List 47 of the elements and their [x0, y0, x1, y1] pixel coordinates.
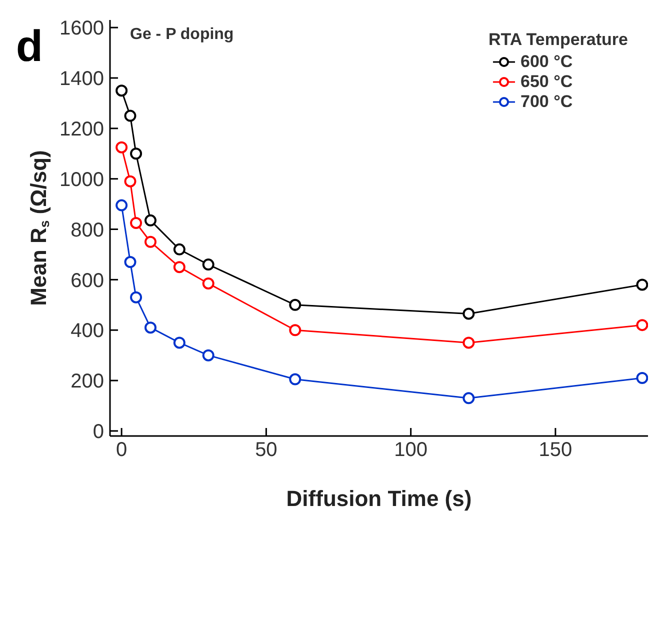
point — [202, 258, 214, 271]
y-tick-label: 200 — [70, 370, 104, 393]
point — [289, 298, 302, 311]
point — [289, 373, 302, 386]
x-axis-title: Diffusion Time (s) — [286, 486, 472, 511]
x-tick-label: 150 — [538, 439, 572, 462]
point — [636, 319, 648, 332]
x-tick-label: 0 — [116, 439, 128, 462]
y-tick-label: 1600 — [60, 18, 104, 40]
point — [462, 308, 475, 320]
point — [124, 110, 136, 122]
point — [130, 291, 142, 304]
y-tick-label: 1400 — [60, 68, 104, 90]
legend-label: 700 °C — [520, 92, 573, 112]
text: d — [16, 22, 43, 72]
legend-title: RTA Temperature — [488, 30, 628, 50]
point — [144, 322, 156, 334]
point — [462, 336, 475, 349]
y-tick-label: 400 — [70, 320, 104, 342]
point — [116, 84, 128, 97]
x-tick-label: 100 — [394, 439, 428, 462]
y-tick-label: 0 — [92, 421, 104, 444]
y-tick-label: 800 — [70, 219, 104, 242]
point — [636, 278, 648, 291]
point — [462, 392, 475, 404]
point — [289, 324, 302, 336]
point — [130, 216, 142, 229]
point — [202, 349, 214, 362]
point — [124, 256, 136, 268]
point — [173, 336, 186, 349]
point — [173, 261, 186, 274]
point — [130, 148, 142, 160]
point — [144, 214, 156, 226]
point — [144, 236, 156, 248]
x-tick-label: 50 — [255, 439, 278, 462]
point — [636, 372, 648, 384]
point — [116, 199, 128, 212]
y-tick-label: 1200 — [60, 118, 104, 141]
point — [116, 141, 128, 154]
point — [173, 243, 186, 256]
y-tick-label: 1000 — [60, 168, 104, 191]
legend-label: 650 °C — [520, 72, 573, 92]
point — [202, 277, 214, 290]
legend-label: 600 °C — [520, 52, 573, 72]
point — [124, 175, 136, 188]
y-tick-label: 600 — [70, 270, 104, 292]
annotation: Ge - P doping — [130, 26, 234, 44]
